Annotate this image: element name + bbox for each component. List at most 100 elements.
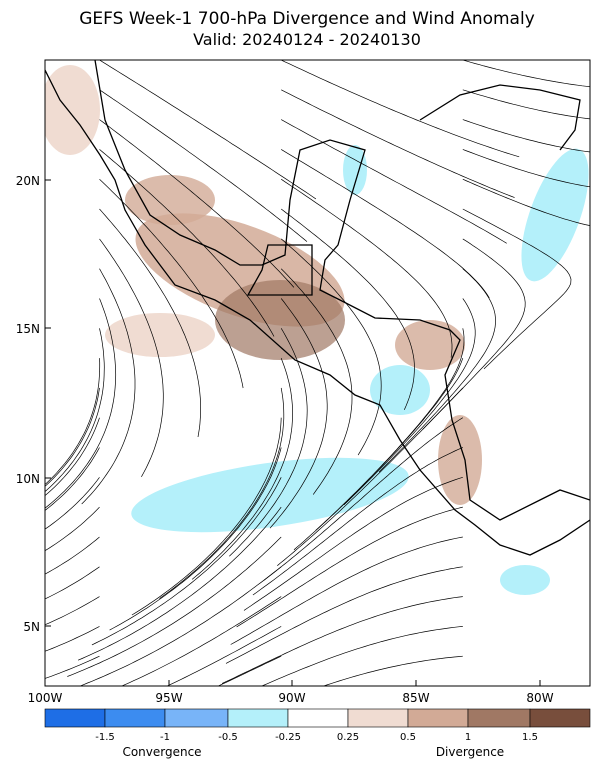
colorbar-label: -1.5 [95, 732, 115, 743]
streamline [322, 655, 463, 686]
streamline [280, 238, 382, 456]
colorbar-box [529, 708, 591, 728]
colorbar-label: 0.5 [400, 732, 416, 743]
streamline [45, 655, 100, 679]
streamline [99, 60, 317, 200]
colorbar-label: -0.5 [218, 732, 238, 743]
streamline [45, 566, 100, 600]
colorbar-box [407, 708, 469, 728]
lat-axis: 20N 15N 10N 5N [16, 174, 51, 634]
streamline [45, 298, 117, 509]
colorbar-label: -1 [160, 732, 170, 743]
streamline [99, 208, 201, 438]
streamline [67, 536, 282, 677]
lon-label: 100W [28, 691, 63, 705]
colorbar-label: 1.5 [522, 732, 538, 743]
subtitle: Valid: 20240124 - 20240130 [193, 30, 421, 49]
streamlines [45, 60, 590, 686]
colorbar-box [347, 708, 409, 728]
streamline [269, 298, 328, 529]
streamline [280, 268, 353, 495]
streamline [462, 60, 590, 88]
colorbar-box [287, 708, 349, 728]
streamline [91, 477, 282, 646]
colorbar-box [227, 708, 289, 728]
streamline [159, 387, 285, 599]
lon-label: 95W [155, 691, 182, 705]
streamline [462, 89, 590, 120]
map-frame [44, 59, 591, 687]
colorbar: -1.5 -1 -0.5 -0.25 0.25 0.5 1 1.5 [44, 708, 591, 743]
streamline [261, 626, 463, 686]
streamline [45, 536, 100, 575]
streamline [77, 506, 282, 661]
streamline [99, 149, 275, 337]
colorbar-right-title: Divergence [436, 745, 504, 759]
streamline [462, 119, 590, 153]
lon-label: 80W [526, 691, 553, 705]
lon-label: 90W [278, 691, 305, 705]
colorbar-label: 1 [465, 732, 471, 743]
streamline [281, 149, 490, 299]
colorbar-label: 0.25 [337, 732, 359, 743]
streamline [109, 447, 282, 631]
coastlines [45, 60, 590, 556]
colorbar-box [164, 708, 229, 728]
streamline [281, 60, 520, 158]
streamline [281, 119, 507, 244]
streamline [277, 387, 464, 566]
streamline [221, 596, 463, 684]
streamline [99, 119, 295, 288]
streamline [99, 178, 244, 389]
streamline [462, 149, 590, 188]
streamline [229, 328, 308, 557]
streamline [293, 357, 464, 551]
colorbar-box [44, 708, 106, 728]
streamline [45, 417, 100, 497]
streamline [462, 178, 590, 226]
colorbar-box [467, 708, 531, 728]
streamline [217, 655, 282, 686]
title: GEFS Week-1 700-hPa Divergence and Wind … [79, 9, 535, 29]
colorbar-left-title: Convergence [122, 745, 201, 759]
streamline [225, 566, 463, 664]
streamline [99, 238, 164, 477]
streamline [378, 268, 496, 473]
lat-label: 5N [23, 620, 40, 634]
lon-label: 85W [402, 691, 429, 705]
streamline [45, 328, 105, 493]
colorbar-box [104, 708, 166, 728]
streamline [121, 596, 282, 686]
streamline [281, 89, 515, 198]
lon-axis: 100W 95W 90W 85W 80W [28, 680, 554, 705]
streamline [131, 417, 282, 616]
streamline [263, 417, 463, 581]
streamline [230, 536, 463, 645]
streamline [281, 178, 453, 358]
streamline [45, 447, 100, 511]
map-area [45, 60, 590, 686]
streamline [99, 89, 308, 242]
streamline [280, 208, 415, 410]
streamline [81, 268, 136, 505]
streamline [45, 596, 100, 626]
streamline [343, 298, 476, 506]
streamline [45, 387, 100, 487]
streamline [252, 447, 463, 596]
anomaly-shading [45, 65, 589, 595]
streamline [462, 208, 572, 370]
streamline [243, 476, 463, 611]
streamline [45, 477, 100, 530]
lat-label: 20N [16, 174, 40, 188]
streamline [79, 566, 282, 686]
colorbar-label: -0.25 [275, 732, 301, 743]
streamline [166, 626, 282, 686]
streamline [45, 626, 100, 652]
lat-label: 10N [16, 472, 40, 486]
lat-label: 15N [16, 322, 40, 336]
streamline [45, 358, 101, 486]
streamline [236, 506, 463, 628]
streamline [191, 357, 293, 580]
streamline [45, 506, 100, 552]
